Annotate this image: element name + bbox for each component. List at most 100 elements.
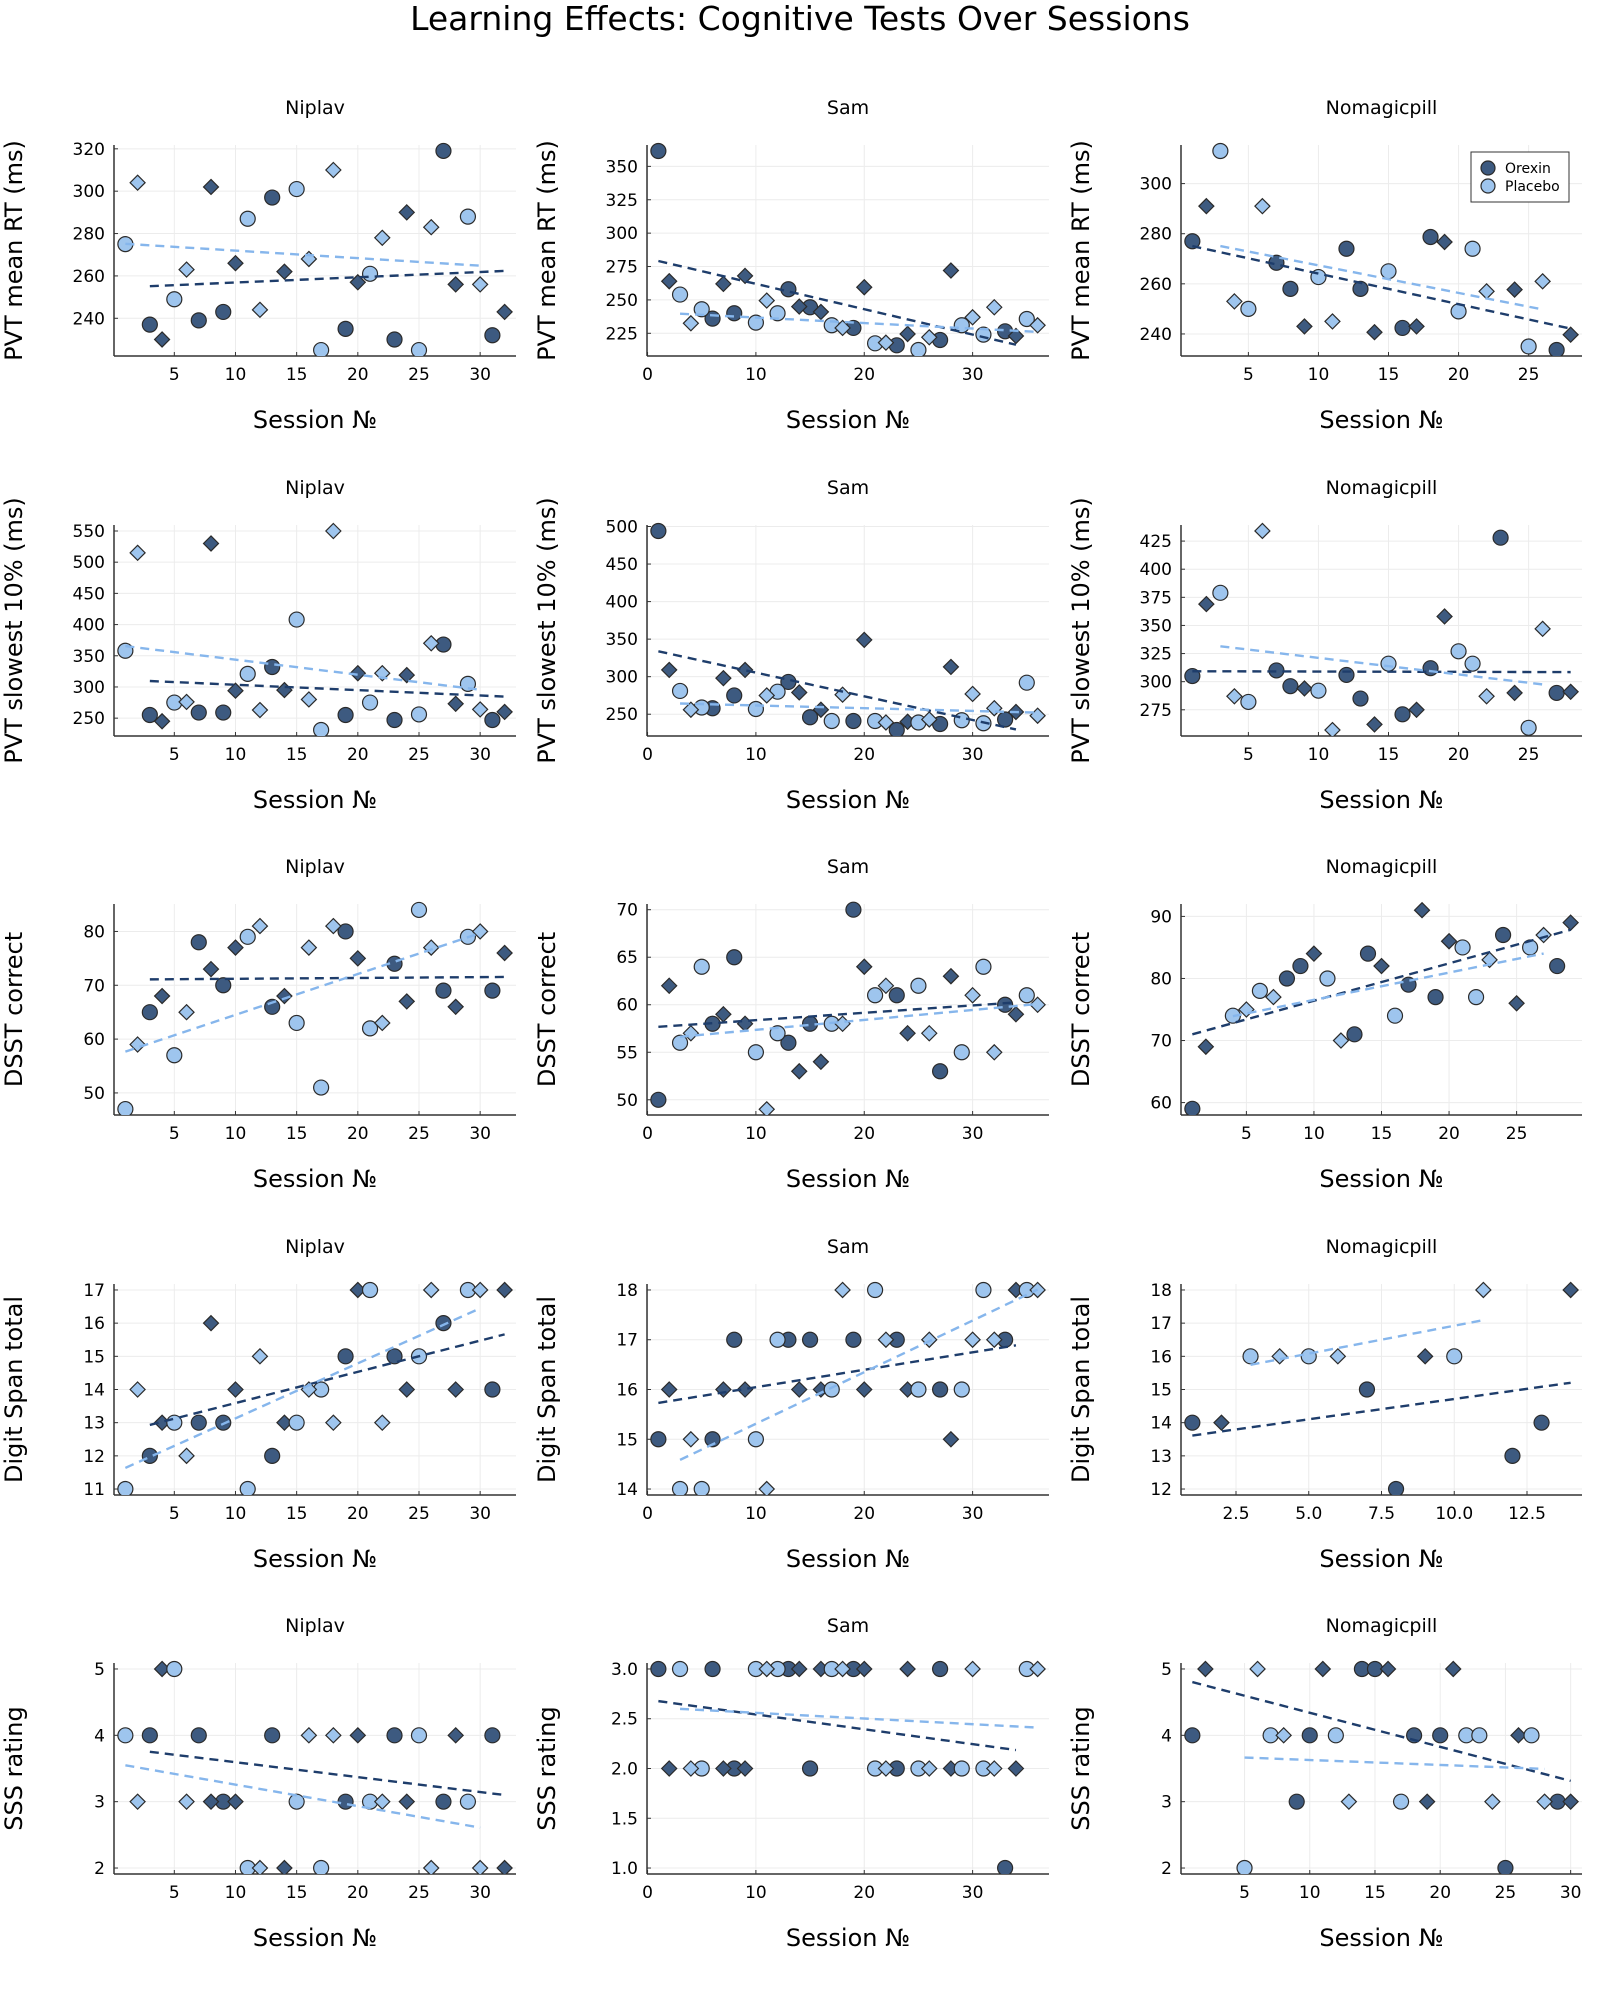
data-point-orexin-circle bbox=[1494, 926, 1512, 944]
data-point-placebo-diamond bbox=[422, 634, 440, 652]
subplot-13: 0 10 20 30 1.0 1.5 2.0 2.5 3.0 Sam Session № SSS ra… bbox=[533, 1615, 1049, 1952]
subplot-title: Sam bbox=[827, 477, 869, 499]
x-tick-label: 15 bbox=[1364, 1883, 1386, 1903]
y-tick-label: 65 bbox=[616, 948, 638, 968]
x-tick-label: 10 bbox=[745, 1504, 767, 1524]
trend-line-placebo bbox=[1220, 244, 1543, 311]
data-point-placebo-circle bbox=[1380, 655, 1397, 672]
y-tick-label: 280 bbox=[73, 225, 105, 245]
data-point-placebo-diamond bbox=[373, 1014, 391, 1032]
x-tick-label: 15 bbox=[286, 365, 308, 385]
data-point-orexin-diamond bbox=[447, 998, 465, 1016]
y-axis-label: PVT slowest 10% (ms) bbox=[0, 497, 28, 764]
data-point-placebo-circle bbox=[769, 1331, 786, 1348]
data-point-placebo-circle bbox=[1236, 1859, 1253, 1874]
y-tick-label: 280 bbox=[1140, 225, 1172, 245]
x-tick-label: 15 bbox=[286, 1504, 308, 1524]
x-tick-label: 20 bbox=[853, 1883, 875, 1903]
trend-line-placebo bbox=[679, 1707, 1038, 1729]
data-point-placebo-circle bbox=[459, 1793, 477, 1810]
data-point-orexin-diamond bbox=[398, 1381, 416, 1398]
data-point-orexin-diamond bbox=[1506, 684, 1523, 702]
x-tick-label: 15 bbox=[286, 1883, 308, 1903]
data-point-orexin-diamond bbox=[1510, 1726, 1527, 1744]
data-point-orexin-diamond bbox=[1296, 318, 1313, 335]
plot-area bbox=[117, 1281, 513, 1495]
y-tick-label: 14 bbox=[83, 1381, 105, 1401]
trend-line-placebo bbox=[125, 644, 481, 691]
x-tick-label: 20 bbox=[1448, 365, 1470, 385]
y-tick-label: 500 bbox=[73, 553, 105, 573]
data-point-orexin-circle bbox=[1422, 660, 1439, 677]
trend-line-placebo bbox=[124, 931, 481, 1053]
x-tick-label: 0 bbox=[642, 1124, 653, 1144]
data-point-placebo-diamond bbox=[129, 1793, 146, 1811]
data-point-placebo-diamond bbox=[325, 522, 342, 540]
y-tick-label: 80 bbox=[1150, 969, 1172, 989]
trend-line-orexin bbox=[658, 1344, 1017, 1405]
data-point-orexin-diamond bbox=[349, 664, 367, 682]
data-point-placebo-diamond bbox=[1478, 282, 1495, 300]
data-point-placebo-circle bbox=[361, 1281, 379, 1299]
data-point-orexin-circle bbox=[1548, 341, 1565, 356]
data-point-orexin-diamond bbox=[1366, 323, 1383, 341]
x-tick-label: 20 bbox=[347, 1883, 369, 1903]
x-tick-label: 10 bbox=[1303, 1124, 1325, 1144]
data-point-orexin-circle bbox=[1184, 1100, 1201, 1115]
data-point-orexin-circle bbox=[1301, 1727, 1318, 1744]
data-point-placebo-circle bbox=[361, 265, 379, 282]
y-tick-label: 4 bbox=[94, 1726, 105, 1746]
x-tick-label: 25 bbox=[1518, 745, 1540, 765]
x-tick-label: 10 bbox=[1308, 745, 1330, 765]
data-point-orexin-diamond bbox=[202, 535, 220, 552]
data-point-orexin-diamond bbox=[227, 1793, 244, 1811]
data-point-placebo-diamond bbox=[300, 691, 318, 708]
data-point-orexin-diamond bbox=[1379, 1660, 1397, 1678]
data-point-placebo-diamond bbox=[129, 174, 146, 192]
data-point-orexin-circle bbox=[264, 1447, 281, 1464]
trend-line-orexin bbox=[658, 1699, 1017, 1752]
data-point-placebo-circle bbox=[1327, 1727, 1344, 1744]
x-tick-label: 10 bbox=[745, 1124, 767, 1144]
plot-area bbox=[650, 142, 1046, 356]
subplot-title: Nomagicpill bbox=[1326, 97, 1438, 119]
y-tick-label: 350 bbox=[1140, 616, 1172, 636]
y-tick-label: 12 bbox=[1150, 1480, 1172, 1500]
data-point-orexin-diamond bbox=[1418, 1793, 1436, 1811]
data-point-orexin-circle bbox=[704, 1431, 721, 1448]
data-point-placebo-diamond bbox=[178, 1793, 195, 1811]
data-point-orexin-circle bbox=[141, 1004, 158, 1021]
data-point-orexin-circle bbox=[845, 1331, 862, 1348]
data-point-placebo-circle bbox=[410, 1727, 428, 1744]
data-point-orexin-circle bbox=[1427, 988, 1444, 1006]
subplot-0: 5 10 15 20 25 30 240 260 280 300 320 Niplav Session … bbox=[0, 97, 516, 434]
y-tick-label: 350 bbox=[73, 647, 105, 667]
subplot-title: Nomagicpill bbox=[1326, 1615, 1438, 1637]
y-tick-label: 550 bbox=[73, 522, 105, 542]
data-point-orexin-diamond bbox=[1197, 1660, 1214, 1678]
subplot-title: Nomagicpill bbox=[1326, 856, 1438, 878]
trend-line-placebo bbox=[125, 1764, 481, 1829]
data-point-orexin-diamond bbox=[1007, 1760, 1025, 1777]
data-point-placebo-circle bbox=[910, 341, 927, 356]
data-point-placebo-circle bbox=[239, 1480, 256, 1495]
data-point-orexin-circle bbox=[1338, 240, 1355, 257]
y-tick-label: 325 bbox=[606, 191, 638, 211]
data-point-placebo-diamond bbox=[178, 693, 195, 711]
data-point-placebo-circle bbox=[288, 1793, 305, 1810]
data-point-orexin-circle bbox=[435, 982, 452, 999]
data-point-placebo-diamond bbox=[251, 301, 269, 319]
y-tick-label: 14 bbox=[1150, 1414, 1172, 1434]
x-tick-label: 30 bbox=[962, 1504, 984, 1524]
x-tick-label: 20 bbox=[347, 745, 369, 765]
data-point-placebo-circle bbox=[239, 665, 256, 682]
data-point-placebo-circle bbox=[671, 682, 689, 700]
data-point-orexin-circle bbox=[932, 1063, 949, 1080]
subplot-4: 0 10 20 30 250 300 350 400 450 500 Sam Session № PVT… bbox=[533, 477, 1049, 814]
data-point-placebo-diamond bbox=[758, 1660, 776, 1678]
data-point-orexin-diamond bbox=[202, 178, 220, 196]
data-point-placebo-circle bbox=[1446, 1348, 1463, 1365]
data-point-orexin-diamond bbox=[1416, 1347, 1434, 1365]
data-point-orexin-diamond bbox=[227, 682, 244, 700]
